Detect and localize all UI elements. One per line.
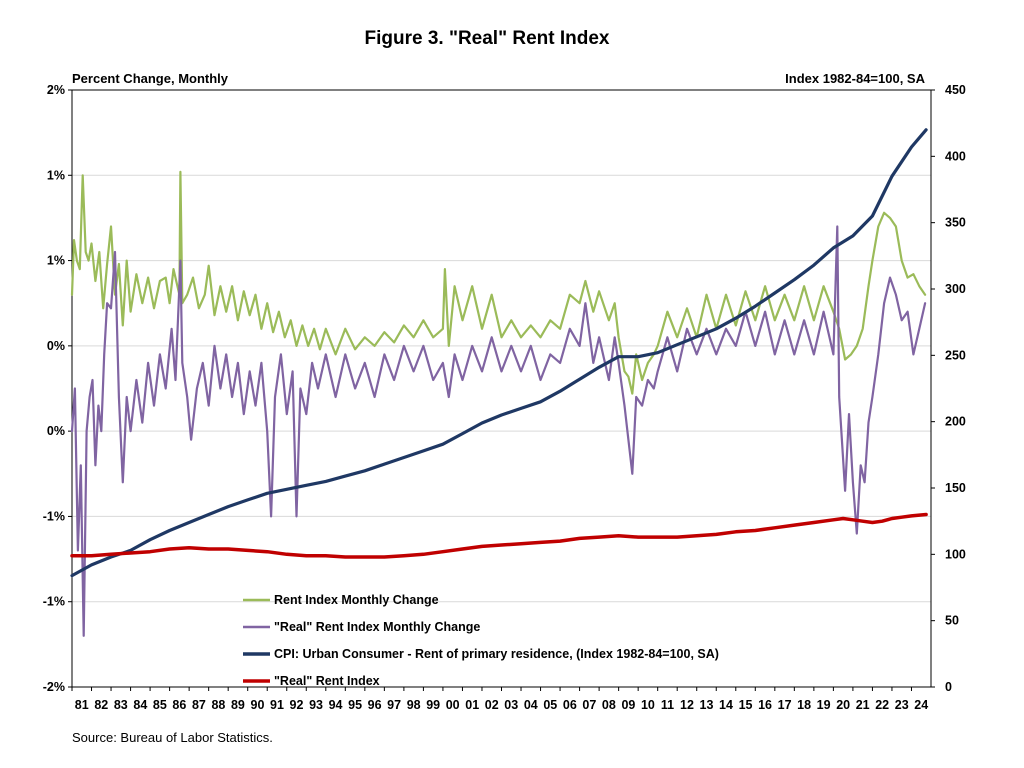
x-tick-label: 81 [75, 698, 89, 712]
right-axis-title: Index 1982-84=100, SA [785, 71, 925, 86]
left-axis-title: Percent Change, Monthly [72, 71, 229, 86]
x-tick-label: 83 [114, 698, 128, 712]
legend-label-rent-change: Rent Index Monthly Change [274, 593, 439, 607]
x-tick-label: 24 [914, 698, 928, 712]
x-tick-label: 19 [817, 698, 831, 712]
x-tick-label: 22 [875, 698, 889, 712]
left-tick-label: 0% [47, 424, 65, 438]
x-tick-label: 84 [133, 698, 147, 712]
legend-label-real-rent-change: "Real" Rent Index Monthly Change [274, 620, 480, 634]
right-tick-label: 50 [945, 614, 959, 628]
x-tick-label: 23 [895, 698, 909, 712]
right-tick-label: 300 [945, 282, 966, 296]
x-tick-label: 20 [836, 698, 850, 712]
x-tick-label: 14 [719, 698, 733, 712]
x-tick-label: 93 [309, 698, 323, 712]
x-tick-label: 88 [211, 698, 225, 712]
chart-title: Figure 3. "Real" Rent Index [364, 28, 609, 49]
x-tick-label: 00 [446, 698, 460, 712]
x-tick-label: 09 [621, 698, 635, 712]
legend: Rent Index Monthly Change "Real" Rent In… [243, 593, 719, 688]
left-tick-label: 1% [47, 168, 65, 182]
x-tick-label: 15 [739, 698, 753, 712]
legend-label-cpi-rent: CPI: Urban Consumer - Rent of primary re… [274, 647, 719, 661]
left-tick-label: -1% [43, 509, 65, 523]
left-tick-label: 2% [47, 83, 65, 97]
left-tick-label: -1% [43, 595, 65, 609]
right-tick-label: 250 [945, 348, 966, 362]
x-tick-label: 08 [602, 698, 616, 712]
left-tick-label: -2% [43, 680, 65, 694]
x-tick-label: 91 [270, 698, 284, 712]
x-tick-label: 98 [407, 698, 421, 712]
x-tick-label: 18 [797, 698, 811, 712]
axis-ticks: -2%-1%-1%0%0%1%1%2%050100150200250300350… [43, 83, 966, 712]
x-tick-label: 97 [387, 698, 401, 712]
x-tick-label: 12 [680, 698, 694, 712]
right-tick-label: 0 [945, 680, 952, 694]
right-tick-label: 200 [945, 415, 966, 429]
right-tick-label: 450 [945, 83, 966, 97]
right-tick-label: 150 [945, 481, 966, 495]
left-tick-label: 1% [47, 254, 65, 268]
right-tick-label: 350 [945, 216, 966, 230]
x-tick-label: 82 [94, 698, 108, 712]
x-tick-label: 13 [700, 698, 714, 712]
series-cpi-rent-line [70, 128, 928, 578]
x-tick-label: 10 [641, 698, 655, 712]
x-tick-label: 94 [329, 698, 343, 712]
x-tick-label: 07 [582, 698, 596, 712]
x-tick-label: 01 [465, 698, 479, 712]
x-tick-label: 05 [543, 698, 557, 712]
left-tick-label: 0% [47, 339, 65, 353]
right-tick-label: 100 [945, 547, 966, 561]
x-tick-label: 02 [485, 698, 499, 712]
x-tick-label: 17 [778, 698, 792, 712]
x-tick-label: 21 [856, 698, 870, 712]
source-note: Source: Bureau of Labor Statistics. [72, 730, 273, 745]
x-tick-label: 11 [661, 698, 674, 712]
x-tick-label: 95 [348, 698, 362, 712]
x-tick-label: 86 [172, 698, 186, 712]
x-tick-label: 04 [524, 698, 538, 712]
x-tick-label: 89 [231, 698, 245, 712]
x-tick-label: 96 [368, 698, 382, 712]
right-tick-label: 400 [945, 149, 966, 163]
series-real-rent-index-line [70, 512, 928, 559]
x-tick-label: 16 [758, 698, 772, 712]
x-tick-label: 92 [290, 698, 304, 712]
legend-label-real-rent-index: "Real" Rent Index [274, 674, 380, 688]
x-tick-label: 03 [504, 698, 518, 712]
x-tick-label: 90 [251, 698, 265, 712]
series-rent-change-line [70, 170, 927, 395]
series-lines [70, 128, 928, 637]
x-tick-label: 06 [563, 698, 577, 712]
series-real-rent-change-line [70, 225, 927, 637]
x-tick-label: 99 [426, 698, 440, 712]
x-tick-label: 87 [192, 698, 206, 712]
x-tick-label: 85 [153, 698, 167, 712]
